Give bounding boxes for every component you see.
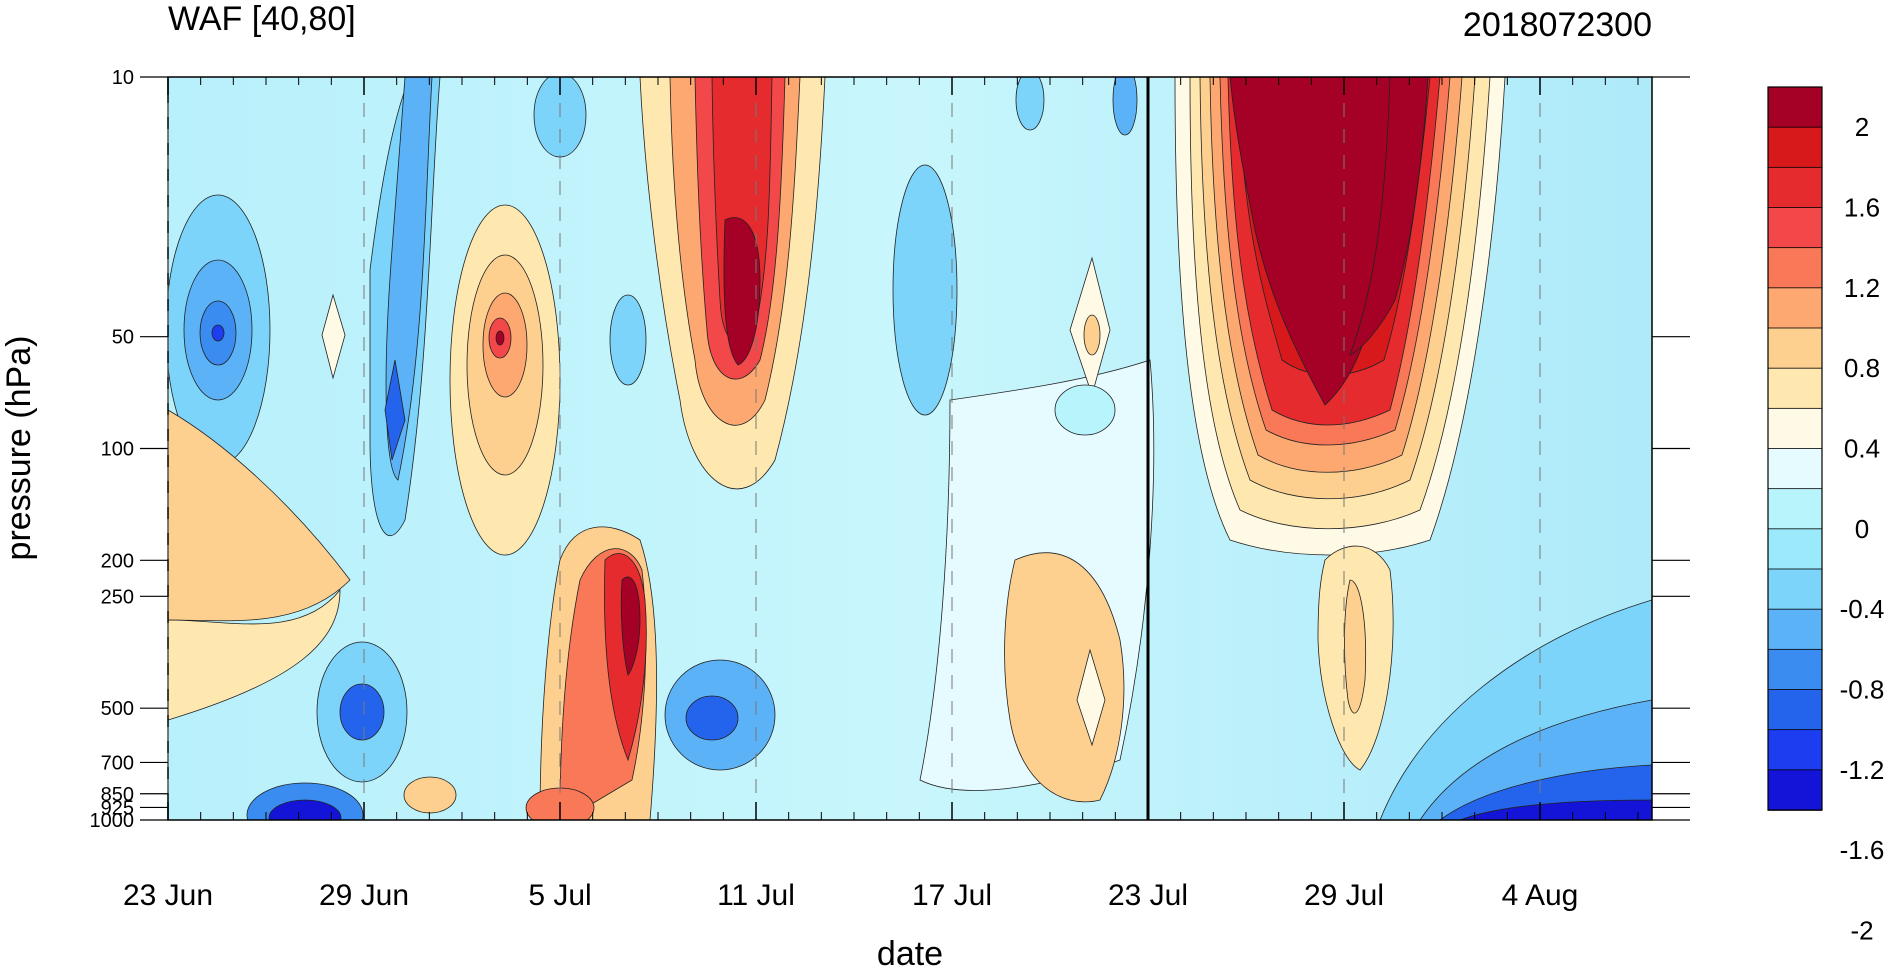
blob-upper-left-core (211, 324, 225, 342)
y-tick-label: 700 (101, 752, 134, 774)
colorbar-label: 0.8 (1844, 353, 1880, 383)
colorbar-swatch (1767, 568, 1823, 610)
colorbar-swatch (1767, 287, 1823, 329)
y-axis-label: pressure (hPa) (0, 336, 38, 561)
y-tick-label: 500 (101, 698, 134, 720)
y-tick-label: 1000 (90, 810, 135, 832)
y-tick-label: 200 (101, 550, 134, 572)
blue-blob-19jul-top (1015, 77, 1045, 131)
colorbar-label: 1.6 (1844, 193, 1880, 223)
colorbar-label: -1.2 (1840, 755, 1885, 785)
y-tick-label: 925 (101, 797, 134, 819)
red-trop-6jul-core (620, 576, 641, 676)
colorbar-swatch (1767, 729, 1823, 771)
y-tick-label: 850 (101, 784, 134, 806)
colorbar-label: 2 (1855, 112, 1869, 142)
x-tick-label: 4 Aug (1502, 879, 1579, 912)
colorbar-swatch (1767, 247, 1823, 289)
red-strat-10jul-core (723, 217, 761, 366)
y-tick-label: 250 (101, 586, 134, 608)
colorbar-swatch (1767, 689, 1823, 731)
x-tick-label: 5 Jul (528, 879, 591, 912)
colorbar-frame (1767, 86, 1823, 811)
blue-blob-15jul-50 (892, 164, 958, 416)
colorbar-label: 0.4 (1844, 434, 1880, 464)
colorbar-label: -0.8 (1840, 675, 1885, 705)
colorbar-swatch (1767, 367, 1823, 410)
colorbar-swatch (1767, 86, 1823, 128)
y-tick-label: 10 (112, 67, 134, 89)
colorbar-swatch (1767, 327, 1823, 369)
orange-spot-21jul-50 (1083, 314, 1101, 356)
x-tick-label: 11 Jul (717, 879, 795, 912)
title-right: 2018072300 (1463, 6, 1652, 44)
orange-band-23jun (168, 409, 351, 622)
x-axis-label: date (877, 935, 943, 968)
colorbar-swatch (1767, 528, 1823, 570)
x-tick-label: 29 Jun (319, 879, 409, 912)
colorbar-label: -0.4 (1840, 594, 1885, 624)
colorbar-swatch (1767, 166, 1823, 209)
colorbar-label: 1.2 (1844, 273, 1880, 303)
contour-field (168, 77, 1652, 820)
colorbar-swatch (1767, 126, 1823, 169)
colorbar: 2 1.6 1.2 0.8 0.4 0 -0.4 -0.8 -1.2 -1.6 -2 (1767, 86, 1885, 946)
orange-spot-1jul-sfc (403, 776, 457, 814)
x-tick-label: 23 Jul (1108, 879, 1188, 912)
blue-stripe-1jul-core (384, 359, 406, 461)
orange-plume-29jul-core (1344, 579, 1366, 714)
y-tick-label: 50 (112, 327, 134, 349)
blue-blob-27jun-sfc-core (268, 799, 342, 820)
y-tick-label: 100 (101, 439, 134, 461)
white-diamond-29jun (321, 293, 346, 380)
colorbar-swatch (1767, 648, 1823, 691)
colorbar-swatch (1767, 207, 1823, 249)
blue-spot-20jul-100 (1054, 384, 1116, 436)
colorbar-label: 0 (1855, 514, 1869, 544)
blue-blob-29jun-500-core (339, 683, 385, 741)
x-tick-label: 17 Jul (912, 879, 992, 912)
white-diamond-21jul-500 (1076, 648, 1106, 747)
x-tick-label: 29 Jul (1304, 879, 1384, 912)
colorbar-swatch (1767, 448, 1823, 490)
colorbar-swatch (1767, 769, 1823, 811)
colorbar-swatch (1767, 488, 1823, 530)
orange-blob-20jul (1004, 552, 1125, 803)
colorbar-swatch (1767, 608, 1823, 651)
x-tick-label: 23 Jun (123, 879, 213, 912)
title-left: WAF [40,80] (168, 0, 356, 38)
blue-blob-7jul (609, 294, 647, 386)
blue-blob-22jul-top (1112, 77, 1138, 136)
orange-blob-3jul-peak (495, 330, 505, 346)
colorbar-label: -2 (1850, 916, 1873, 946)
red-event-core-right (1349, 77, 1429, 356)
orange-band-23jun-edge (168, 588, 341, 721)
colorbar-label: -1.6 (1840, 835, 1885, 865)
blue-blob-9jul-500-core (685, 695, 739, 741)
colorbar-swatch (1767, 407, 1823, 450)
